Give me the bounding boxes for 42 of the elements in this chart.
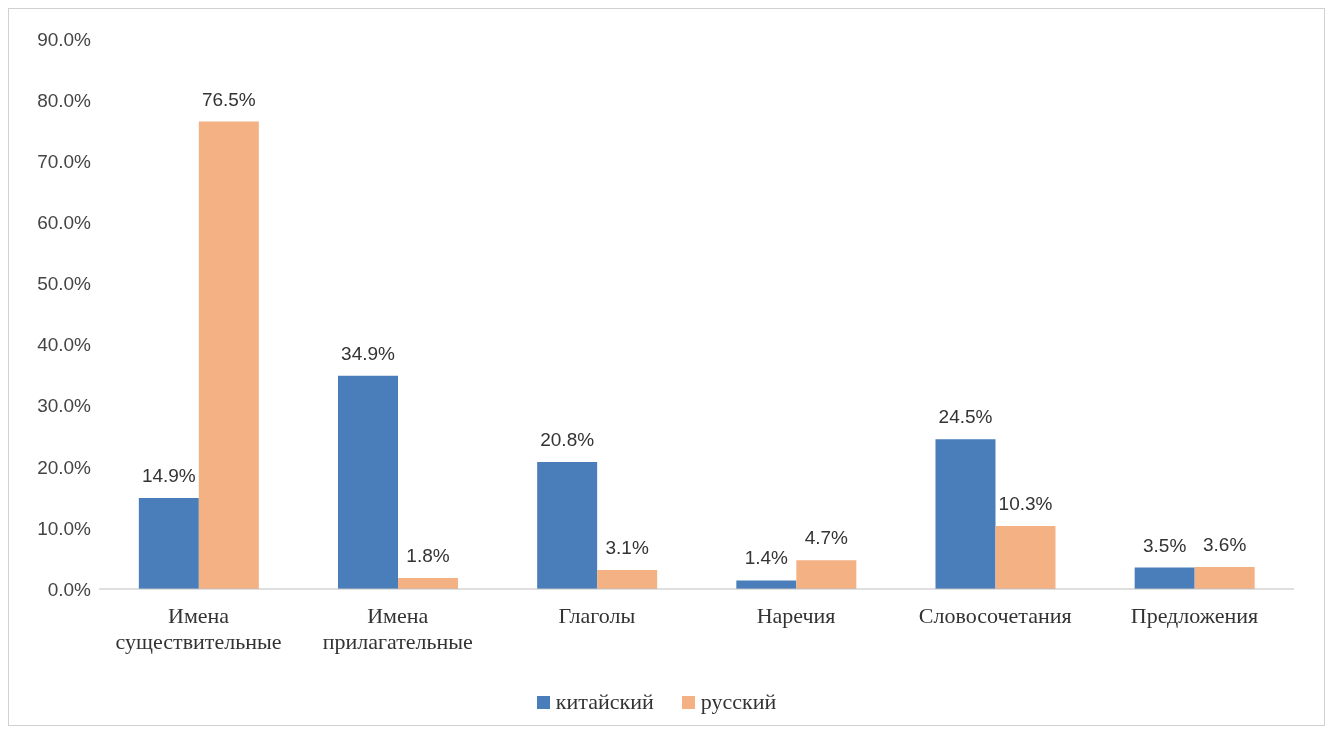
- data-label: 4.7%: [804, 527, 849, 549]
- y-tick-label: 60.0%: [37, 212, 92, 234]
- y-tick-label: 70.0%: [37, 150, 92, 172]
- data-label: 24.5%: [938, 406, 993, 428]
- bar: [736, 580, 797, 589]
- x-tick-label: Наречия: [756, 603, 836, 628]
- x-tick-label: Глаголы: [558, 603, 636, 628]
- y-tick-label: 50.0%: [37, 273, 92, 295]
- y-tick-label: 40.0%: [37, 334, 92, 356]
- bar: [796, 560, 857, 589]
- y-tick-label: 20.0%: [37, 456, 92, 478]
- x-tick-label: Имена существительные: [115, 603, 282, 654]
- data-label: 1.4%: [744, 547, 789, 569]
- legend-label: китайский: [554, 689, 654, 715]
- bar: [995, 526, 1056, 589]
- bar: [138, 497, 199, 589]
- data-label: 1.8%: [406, 545, 450, 566]
- data-label: 3.5%: [1143, 534, 1187, 556]
- bar: [1134, 567, 1195, 589]
- y-tick-label: 0.0%: [47, 578, 92, 600]
- y-tick-label: 80.0%: [37, 89, 92, 111]
- data-label: 76.5%: [201, 88, 256, 110]
- bar: [338, 375, 398, 589]
- data-label: 3.1%: [605, 537, 649, 559]
- data-label: 10.3%: [998, 493, 1053, 515]
- x-tick-label: Предложения: [1130, 603, 1259, 628]
- data-label: 14.9%: [141, 464, 196, 486]
- bar: [597, 570, 658, 589]
- data-label: 34.9%: [341, 342, 396, 364]
- y-tick-label: 30.0%: [37, 395, 92, 417]
- bar: [398, 578, 458, 589]
- bar: [198, 121, 259, 589]
- data-label: 3.6%: [1203, 534, 1247, 555]
- bar: [935, 439, 996, 589]
- x-tick-label: Словосочетания: [918, 603, 1072, 628]
- y-tick-label: 10.0%: [37, 517, 92, 539]
- y-tick-label: 90.0%: [37, 28, 92, 50]
- legend-label: русский: [699, 689, 777, 715]
- data-label: 20.8%: [540, 428, 595, 450]
- bar: [1194, 567, 1255, 589]
- x-tick-label: Имена прилагательные: [322, 603, 473, 654]
- bar: [537, 461, 598, 589]
